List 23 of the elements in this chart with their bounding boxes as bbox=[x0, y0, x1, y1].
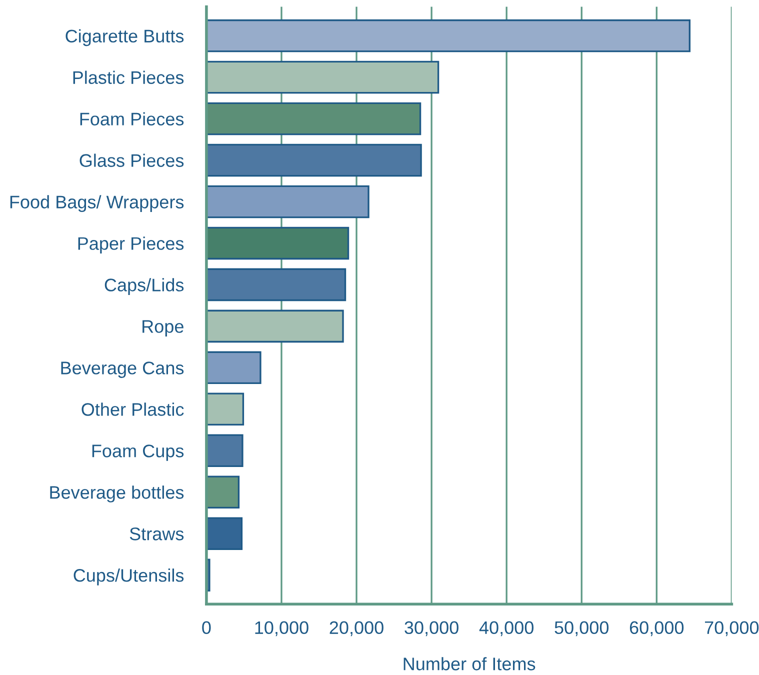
x-tick-label: 0 bbox=[202, 621, 211, 634]
x-tick-label: 70,000 bbox=[704, 621, 759, 636]
y-tick-label: Rope bbox=[142, 320, 184, 336]
y-tick-label: Beverage Cans bbox=[61, 362, 184, 378]
y-tick-label: Beverage bottles bbox=[50, 486, 184, 502]
y-tick-label: Cigarette Butts bbox=[66, 29, 184, 46]
x-tick-label: 30,000 bbox=[404, 621, 458, 636]
x-tick-label: 20,000 bbox=[330, 621, 384, 636]
y-tick-label: Paper Pieces bbox=[78, 236, 184, 254]
x-tick-label: 40,000 bbox=[479, 621, 534, 636]
y-tick-label: Foam Cups bbox=[92, 444, 184, 461]
y-tick-label: Cups/Utensils bbox=[74, 568, 184, 586]
y-tick-label: Foam Pieces bbox=[80, 112, 184, 126]
y-tick-label: Caps/Lids bbox=[104, 278, 184, 295]
y-tick-label: Other Plastic bbox=[82, 402, 184, 416]
y-tick-label: Glass Pieces bbox=[80, 154, 184, 167]
x-tick-label: 50,000 bbox=[554, 621, 609, 636]
y-tick-label: Plastic Pieces bbox=[73, 70, 184, 84]
x-axis-title: Number of Items bbox=[404, 657, 536, 670]
x-tick-label: 10,000 bbox=[255, 621, 308, 636]
y-tick-label: Food Bags/ Wrappers bbox=[10, 195, 184, 212]
x-tick-label: 60,000 bbox=[630, 621, 684, 636]
y-tick-label: Straws bbox=[130, 528, 184, 540]
